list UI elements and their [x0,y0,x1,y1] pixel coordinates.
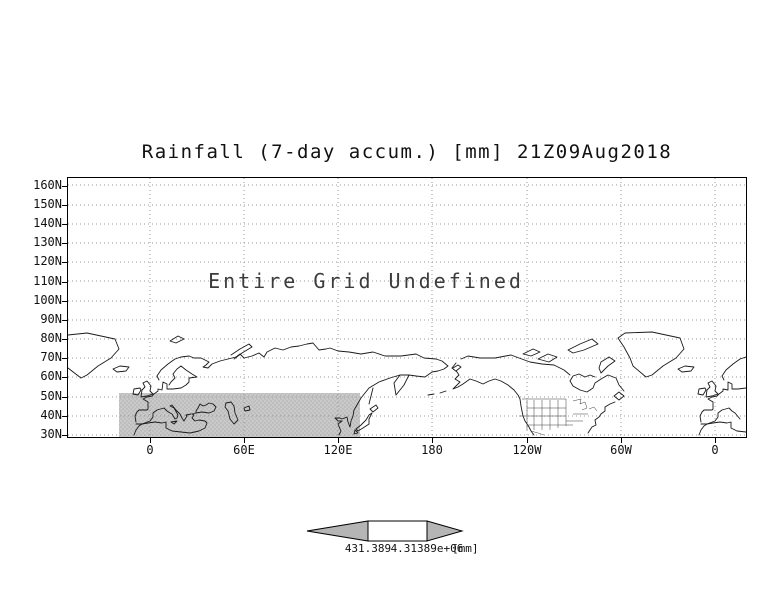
internal-borders [519,398,598,436]
plot-title: Rainfall (7-day accum.) [mm] 21Z09Aug201… [141,141,673,163]
y-axis-label: 100N [33,293,62,307]
y-axis-label: 110N [33,274,62,288]
y-axis-label: 160N [33,178,62,192]
y-axis-tick [62,205,67,206]
y-axis-label: 50N [40,389,62,403]
y-axis-label: 40N [40,408,62,422]
x-axis-tick [432,438,433,443]
x-axis-label: 120W [512,443,542,457]
colorbar-units-label: [mm] [452,542,479,555]
map-svg [67,178,747,437]
map-area [67,178,747,437]
x-axis-tick [621,438,622,443]
colorbar-right-arrow [426,520,464,542]
x-axis-tick [527,438,528,443]
y-axis-label: 80N [40,331,62,345]
y-axis-tick [62,416,67,417]
x-axis-label: 180 [421,443,443,457]
x-axis-tick [338,438,339,443]
y-axis-tick [62,301,67,302]
y-axis-tick [62,320,67,321]
y-axis-tick [62,262,67,263]
y-axis-tick [62,435,67,436]
colorbar-max-label: 4.31389e+06 [390,542,464,555]
y-axis-tick [62,377,67,378]
x-axis-label: 120E [323,443,353,457]
gridlines [68,178,746,437]
colorbar-mid-segment [367,520,428,542]
y-axis-tick [62,358,67,359]
y-axis-tick [62,282,67,283]
y-axis-tick [62,186,67,187]
colorbar-left-arrow [306,520,369,542]
y-axis-tick [62,224,67,225]
y-axis-label: 120N [33,254,62,268]
x-axis-tick [150,438,151,443]
y-axis-label: 150N [33,197,62,211]
colorbar-min-label: 431.389 [344,542,392,555]
undefined-annotation: Entire Grid Undefined [208,269,524,293]
x-axis-label: 0 [711,443,719,457]
shaded-undefined-region [119,393,360,437]
x-axis-label: 0 [146,443,154,457]
y-axis-label: 70N [40,350,62,364]
x-axis-label: 60E [233,443,255,457]
y-axis-label: 90N [40,312,62,326]
y-axis-tick [62,339,67,340]
y-axis-label: 140N [33,216,62,230]
colorbar [300,518,470,544]
x-axis-tick [715,438,716,443]
y-axis-label: 60N [40,369,62,383]
x-axis-label: 60W [610,443,632,457]
plot-frame [67,177,747,438]
y-axis-tick [62,397,67,398]
y-axis-tick [62,243,67,244]
x-axis-tick [244,438,245,443]
y-axis-label: 130N [33,235,62,249]
y-axis-label: 30N [40,427,62,441]
coastlines [67,331,747,436]
